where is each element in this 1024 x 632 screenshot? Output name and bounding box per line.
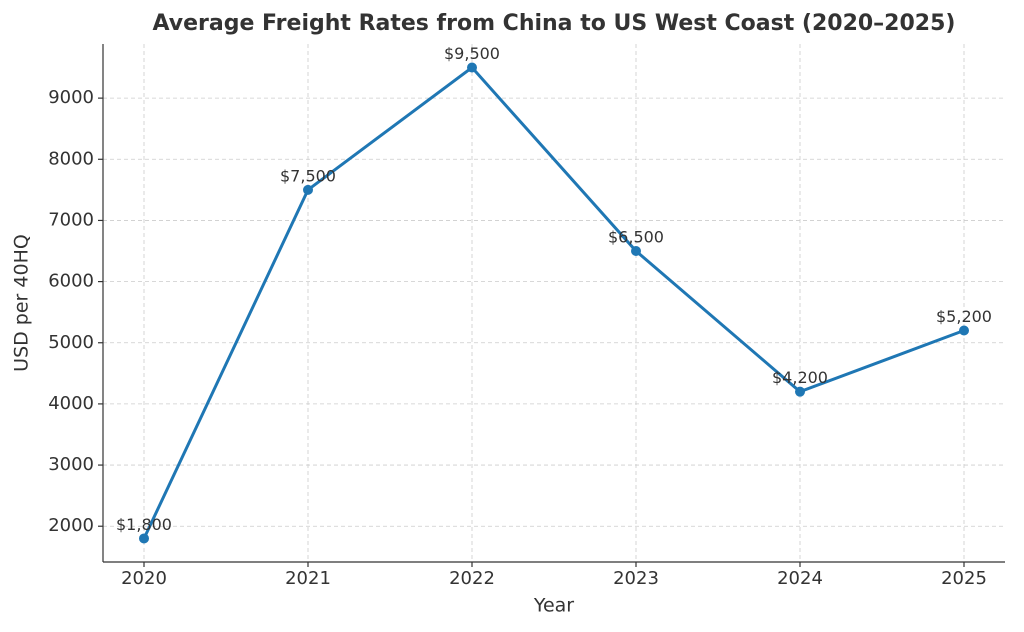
y-tick-label: 9000	[48, 87, 94, 108]
value-label: $7,500	[280, 166, 336, 185]
value-label: $5,200	[936, 307, 992, 326]
x-tick-label: 2021	[285, 568, 331, 589]
y-tick-label: 7000	[48, 209, 94, 230]
point	[631, 246, 641, 257]
y-tick-label: 8000	[48, 148, 94, 169]
y-tick-label: 2000	[48, 515, 94, 536]
y-axis-label: USD per 40HQ	[11, 234, 33, 372]
y-tick-label: 5000	[48, 332, 94, 353]
x-tick-label: 2025	[941, 568, 987, 589]
x-tick-label: 2020	[121, 568, 167, 589]
point	[467, 62, 477, 73]
x-tick-label: 2023	[613, 568, 659, 589]
y-tick-label: 4000	[48, 393, 94, 414]
value-label: $9,500	[444, 44, 500, 63]
point	[303, 184, 313, 195]
value-label: $4,200	[772, 368, 828, 387]
point	[795, 386, 805, 397]
point	[959, 325, 969, 336]
value-label: $6,500	[608, 228, 664, 247]
y-tick-label: 3000	[48, 454, 94, 475]
line	[142, 65, 965, 540]
y-tick-label: 6000	[48, 271, 94, 292]
x-axis-label: Year	[533, 595, 574, 617]
x-tick-label: 2022	[449, 568, 495, 589]
chart-title: Average Freight Rates from China to US W…	[153, 11, 956, 36]
value-label: $1,800	[116, 515, 172, 534]
x-tick-label: 2024	[777, 568, 823, 589]
point	[139, 533, 149, 544]
